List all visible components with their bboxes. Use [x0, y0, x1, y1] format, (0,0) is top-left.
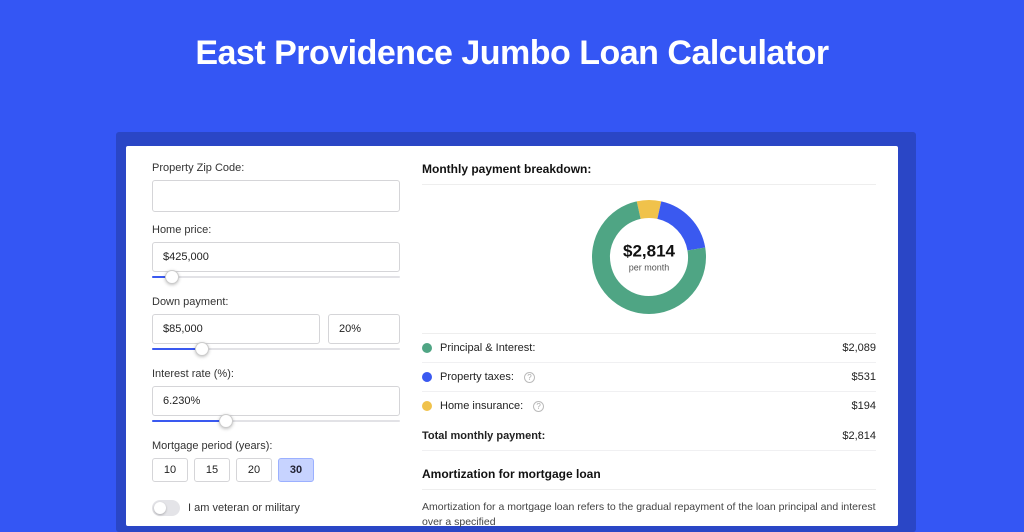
interest-rate-slider[interactable]	[152, 414, 400, 428]
slider-fill	[152, 420, 226, 422]
amortization-title: Amortization for mortgage loan	[422, 467, 876, 490]
interest-rate-label: Interest rate (%):	[152, 368, 400, 380]
slider-thumb[interactable]	[195, 342, 209, 356]
total-label: Total monthly payment:	[422, 430, 545, 442]
veteran-label: I am veteran or military	[188, 502, 300, 514]
donut-chart: $2,814 per month	[589, 197, 709, 317]
period-button-15[interactable]: 15	[194, 458, 230, 482]
donut-center: $2,814 per month	[623, 242, 675, 273]
slider-thumb[interactable]	[165, 270, 179, 284]
legend-label: Principal & Interest:	[440, 342, 535, 354]
period-button-30[interactable]: 30	[278, 458, 314, 482]
legend-row: Property taxes:? $531	[422, 363, 876, 392]
mortgage-period-group: 10152030	[152, 458, 400, 482]
info-icon[interactable]: ?	[524, 372, 535, 383]
form-column: Property Zip Code: Home price: $425,000 …	[152, 162, 400, 526]
home-price-slider[interactable]	[152, 270, 400, 284]
home-price-input[interactable]: $425,000	[152, 242, 400, 272]
legend-value: $194	[852, 400, 876, 412]
donut-chart-wrap: $2,814 per month	[422, 185, 876, 331]
legend-dot	[422, 343, 432, 353]
down-payment-slider[interactable]	[152, 342, 400, 356]
donut-segment	[639, 209, 660, 210]
calculator-panel: Property Zip Code: Home price: $425,000 …	[126, 146, 898, 526]
legend-rows: Principal & Interest: $2,089 Property taxe…	[422, 334, 876, 420]
donut-value: $2,814	[623, 242, 675, 262]
page-title: East Providence Jumbo Loan Calculator	[0, 0, 1024, 73]
legend-label: Property taxes:	[440, 371, 514, 383]
total-row: Total monthly payment: $2,814	[422, 420, 876, 451]
slider-thumb[interactable]	[219, 414, 233, 428]
legend-row: Home insurance:? $194	[422, 392, 876, 420]
legend-dot	[422, 401, 432, 411]
legend-value: $2,089	[842, 342, 876, 354]
mortgage-period-label: Mortgage period (years):	[152, 440, 400, 452]
period-button-20[interactable]: 20	[236, 458, 272, 482]
legend-label: Home insurance:	[440, 400, 523, 412]
interest-rate-input[interactable]: 6.230%	[152, 386, 400, 416]
home-price-label: Home price:	[152, 224, 400, 236]
zip-input[interactable]	[152, 180, 400, 212]
down-payment-pct-input[interactable]: 20%	[328, 314, 400, 344]
legend-row: Principal & Interest: $2,089	[422, 334, 876, 363]
donut-sub: per month	[623, 263, 675, 273]
down-payment-input[interactable]: $85,000	[152, 314, 320, 344]
slider-track	[152, 276, 400, 278]
info-icon[interactable]: ?	[533, 401, 544, 412]
amortization-text: Amortization for a mortgage loan refers …	[422, 500, 876, 529]
total-value: $2,814	[842, 430, 876, 442]
zip-label: Property Zip Code:	[152, 162, 400, 174]
breakdown-title: Monthly payment breakdown:	[422, 162, 876, 185]
toggle-knob	[154, 502, 166, 514]
legend-value: $531	[852, 371, 876, 383]
breakdown-column: Monthly payment breakdown: $2,814 per mo…	[422, 162, 876, 526]
down-payment-label: Down payment:	[152, 296, 400, 308]
period-button-10[interactable]: 10	[152, 458, 188, 482]
legend-dot	[422, 372, 432, 382]
veteran-toggle[interactable]	[152, 500, 180, 516]
